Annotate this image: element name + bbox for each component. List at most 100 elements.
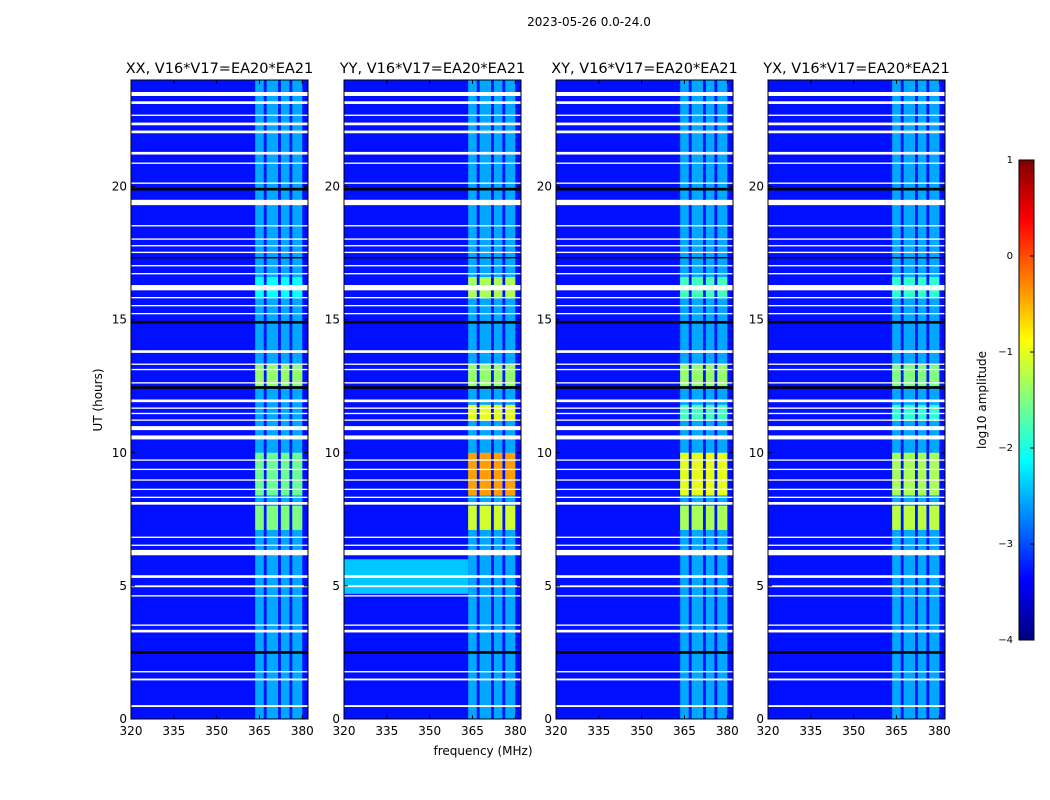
rfi-block: [468, 364, 477, 387]
flagged-gap: [131, 114, 308, 116]
flagged-gap: [344, 122, 521, 126]
flagged-gap: [131, 544, 308, 546]
flagged-gap: [556, 296, 733, 299]
flagged-gap: [556, 488, 733, 491]
figure-title: 2023-05-26 0.0-24.0: [527, 15, 651, 29]
flagged-gap: [768, 162, 945, 164]
colorbar-gradient: [1018, 159, 1035, 641]
rfi-block: [479, 506, 492, 530]
flagged-gap: [768, 496, 945, 499]
flagged-gap: [131, 407, 308, 409]
flagged-gap: [131, 624, 308, 626]
flagged-gap: [556, 350, 733, 353]
flagged-gap: [344, 225, 521, 227]
rfi-block: [468, 506, 477, 530]
flagged-gap: [344, 245, 521, 247]
y-tick-label: 15: [537, 313, 552, 327]
flagged-gap: [768, 304, 945, 307]
flagged-gap: [556, 595, 733, 597]
panel-2: YY, V16*V17=EA20*EA21 320 335 350 365 380 0 5 10…: [325, 61, 527, 738]
flagged-gap: [344, 151, 521, 155]
flagged-gap: [131, 502, 308, 505]
rfi-block: [903, 452, 916, 496]
flagged-gap: [768, 368, 945, 371]
rfi-block: [892, 506, 901, 530]
dark-row: [131, 320, 308, 324]
flagged-gap: [768, 91, 945, 96]
rfi-block: [292, 364, 303, 387]
rfi-block: [705, 452, 715, 496]
axes-frame: [555, 79, 734, 720]
flagged-gap: [768, 285, 945, 291]
flagged-gap: [131, 265, 308, 267]
y-tick-label: 5: [756, 579, 764, 593]
flagged-gap: [344, 585, 521, 588]
flagged-gap: [768, 130, 945, 134]
flagged-gap: [131, 363, 308, 365]
flagged-gap: [131, 629, 308, 633]
dark-row: [344, 320, 521, 324]
dark-row: [768, 257, 945, 259]
flagged-gap: [556, 245, 733, 247]
flagged-gap: [344, 468, 521, 471]
rfi-block: [680, 452, 689, 496]
flagged-gap: [768, 544, 945, 546]
dark-row: [768, 386, 945, 389]
y-tick-label: 10: [749, 446, 764, 460]
rfi-block: [266, 506, 279, 530]
flagged-gap: [768, 238, 945, 240]
flagged-gap: [768, 549, 945, 556]
flagged-gap: [768, 536, 945, 538]
rfi-block: [903, 506, 916, 530]
flagged-gap: [344, 426, 521, 431]
flagged-gap: [556, 459, 733, 461]
flagged-gap: [556, 629, 733, 633]
flagged-gap: [768, 199, 945, 206]
panel-title: XX, V16*V17=EA20*EA21: [126, 61, 314, 77]
colorbar-tick-label: 1: [1007, 155, 1013, 166]
flagged-gap: [344, 575, 521, 578]
x-tick-label: 320: [757, 724, 780, 738]
y-tick-label: 5: [119, 579, 127, 593]
flagged-gap: [344, 496, 521, 499]
flagged-gap: [556, 407, 733, 409]
flagged-gap: [556, 496, 733, 499]
dark-row: [131, 257, 308, 259]
flagged-gap: [768, 312, 945, 315]
rfi-block: [280, 506, 290, 530]
flagged-gap: [131, 225, 308, 227]
flagged-gap: [131, 162, 308, 164]
flagged-gap: [131, 488, 308, 491]
x-tick-label: 365: [248, 724, 271, 738]
flagged-gap: [131, 101, 308, 104]
rfi-block: [917, 452, 927, 496]
rfi-block: [917, 364, 927, 387]
flagged-gap: [768, 399, 945, 403]
flagged-gap: [131, 382, 308, 384]
flagged-gap: [344, 544, 521, 546]
flagged-gap: [768, 182, 945, 184]
flagged-gap: [131, 426, 308, 431]
flagged-gap: [344, 435, 521, 440]
flagged-gap: [131, 130, 308, 134]
x-tick-label: 380: [928, 724, 951, 738]
rfi-block: [929, 506, 940, 530]
flagged-gap: [131, 151, 308, 155]
flagged-gap: [768, 502, 945, 505]
flagged-gap: [344, 488, 521, 491]
flagged-gap: [556, 199, 733, 206]
x-tick-label: 335: [799, 724, 822, 738]
flagged-gap: [768, 678, 945, 681]
rfi-block: [468, 452, 477, 496]
flagged-gap: [344, 91, 521, 96]
rfi-block: [266, 364, 279, 387]
heatmap-panels: XX, V16*V17=EA20*EA21 320 335 350 365 380 0 5 10…: [112, 61, 951, 738]
x-tick-label: 335: [375, 724, 398, 738]
flagged-gap: [344, 199, 521, 206]
flagged-gap: [344, 624, 521, 626]
flagged-gap: [131, 238, 308, 240]
y-tick-label: 20: [325, 180, 340, 194]
flagged-gap: [768, 624, 945, 626]
flagged-gap: [556, 122, 733, 126]
flagged-gap: [344, 273, 521, 275]
